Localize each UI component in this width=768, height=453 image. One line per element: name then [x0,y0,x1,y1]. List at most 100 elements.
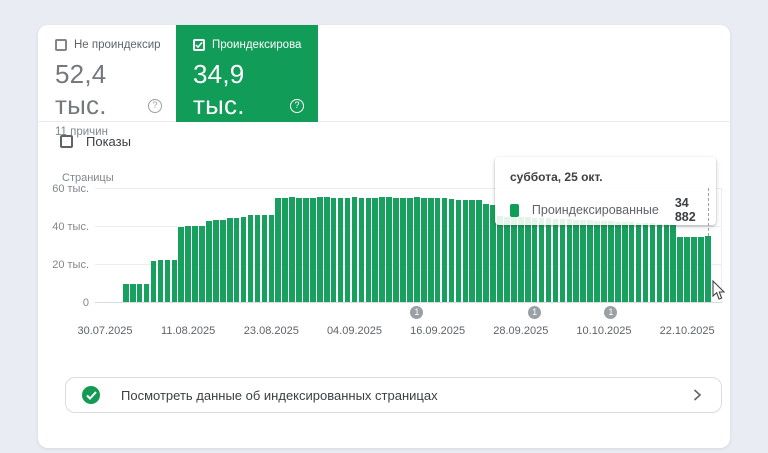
annotation-badge[interactable]: 1 [410,306,424,319]
bar[interactable] [573,219,580,302]
bar[interactable] [150,260,157,302]
bar[interactable] [504,216,510,302]
bar[interactable] [621,221,628,302]
bar[interactable] [580,219,586,302]
bar[interactable] [462,199,469,302]
view-indexed-pages-link[interactable]: Посмотреть данные об индексированных стр… [65,377,722,413]
bar[interactable] [490,204,496,302]
impressions-toggle[interactable]: Показы [60,134,131,149]
bar[interactable] [511,216,517,302]
bar[interactable] [407,197,413,302]
bar[interactable] [129,284,136,302]
bar[interactable] [393,197,399,302]
bar[interactable] [615,221,621,302]
bar[interactable] [497,216,503,302]
bar[interactable] [705,235,711,302]
bar[interactable] [427,197,434,302]
bar[interactable] [552,218,559,302]
bar[interactable] [157,260,164,302]
bar[interactable] [303,197,309,302]
bar[interactable] [455,199,462,302]
bar[interactable] [414,197,420,302]
bar[interactable] [233,217,240,302]
bar[interactable] [220,220,226,302]
bar[interactable] [684,237,690,302]
bar[interactable] [323,197,330,302]
bar[interactable] [365,197,372,302]
bar[interactable] [601,220,607,302]
impressions-checkbox[interactable] [60,135,73,148]
bar[interactable] [344,197,351,302]
x-axis-tick-label: 04.09.2025 [326,325,382,337]
bar[interactable] [594,220,600,302]
help-icon[interactable]: ? [290,99,304,113]
bar[interactable] [670,225,677,302]
bar[interactable] [289,197,295,302]
bar[interactable] [351,197,358,302]
bar[interactable] [337,197,344,302]
bar[interactable] [608,221,614,302]
bar[interactable] [358,197,365,302]
bar[interactable] [317,197,323,302]
bar[interactable] [386,197,392,302]
indexed-value: 34,9 тыс. [193,59,245,120]
annotation-badge[interactable]: 1 [604,306,618,319]
bar[interactable] [275,197,282,302]
bar[interactable] [677,237,683,302]
bar[interactable] [192,226,198,302]
bar[interactable] [531,217,538,302]
bar[interactable] [185,226,191,302]
bar[interactable] [420,197,427,302]
bar[interactable] [330,197,337,302]
card-not-indexed[interactable]: Не проиндексир… 52,4 тыс. 11 причин ? [38,25,176,138]
bar[interactable] [310,197,316,302]
bar[interactable] [698,237,704,302]
bar[interactable] [538,218,545,302]
bar[interactable] [483,204,489,302]
not-indexed-checkbox[interactable] [55,39,67,51]
bar[interactable] [199,226,205,302]
bar[interactable] [434,197,441,302]
bar[interactable] [143,283,150,302]
bar[interactable] [476,200,482,302]
bar[interactable] [587,220,593,302]
index-coverage-panel: Не проиндексир… 52,4 тыс. 11 причин ? Пр… [38,25,730,448]
card-indexed[interactable]: Проиндексирова… 34,9 тыс. ? [176,25,318,122]
bar[interactable] [635,222,642,302]
bar[interactable] [545,218,552,302]
bar[interactable] [372,197,379,302]
bar[interactable] [642,222,649,302]
bar[interactable] [379,197,385,302]
bar[interactable] [400,197,406,302]
bar[interactable] [164,260,171,302]
bar[interactable] [691,237,697,302]
bar[interactable] [240,217,247,302]
bar[interactable] [469,199,476,302]
bar[interactable] [268,214,275,302]
annotation-badge[interactable]: 1 [528,306,542,319]
help-icon[interactable]: ? [148,99,162,113]
bar[interactable] [254,214,261,302]
bar[interactable] [122,284,129,302]
indexed-checkbox[interactable] [193,39,205,51]
bar[interactable] [649,223,656,302]
bar[interactable] [213,220,219,302]
bar[interactable] [524,217,531,302]
bar[interactable] [247,215,254,302]
bar[interactable] [226,218,233,302]
bar[interactable] [663,224,670,302]
bar[interactable] [261,214,268,302]
bar[interactable] [628,222,635,302]
bar[interactable] [441,198,448,302]
bar[interactable] [566,219,573,302]
bar[interactable] [282,197,288,302]
bar[interactable] [206,220,212,302]
bar[interactable] [559,218,566,302]
bar[interactable] [178,226,185,302]
bar[interactable] [448,199,455,302]
bar[interactable] [656,223,663,302]
bar[interactable] [296,197,302,302]
bar[interactable] [171,260,178,302]
bar[interactable] [518,217,524,302]
bar[interactable] [136,283,143,302]
